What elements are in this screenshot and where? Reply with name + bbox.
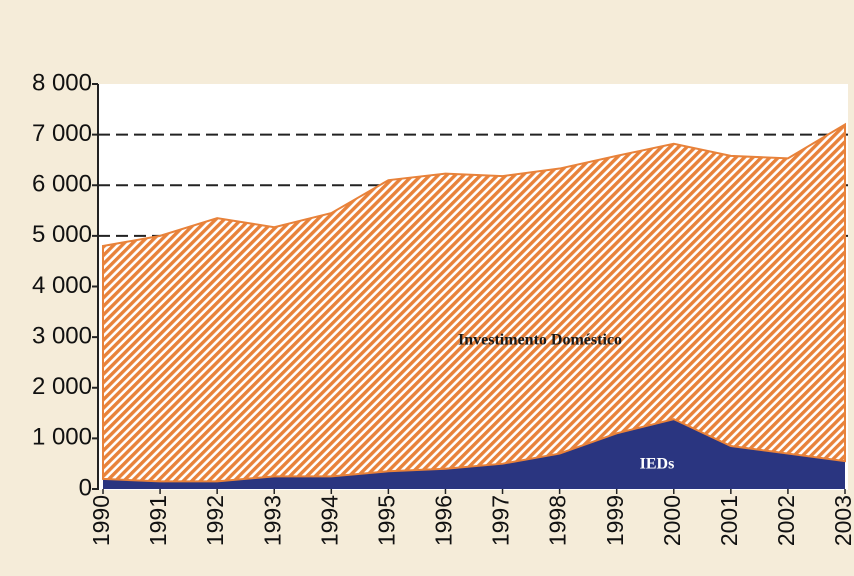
x-tick-label: 1992 — [202, 495, 228, 546]
x-tick-label: 2002 — [773, 495, 799, 546]
y-tick-label: 4 000 — [32, 272, 92, 299]
x-tick-label: 2000 — [659, 495, 685, 546]
x-tick-label: 1995 — [373, 495, 399, 546]
y-tick-label: 8 000 — [32, 69, 92, 96]
x-tick-label: 1997 — [488, 495, 514, 546]
area — [102, 122, 846, 483]
x-tick-label: 1999 — [602, 495, 628, 546]
y-tick-label: 2 000 — [32, 373, 92, 400]
x-tick-label: 1990 — [88, 495, 114, 546]
y-tick-label: 0 — [79, 474, 92, 501]
series-label: IEDs — [640, 456, 675, 473]
y-tick-label: 5 000 — [32, 221, 92, 248]
area — [103, 419, 845, 489]
x-tick-label: 2003 — [830, 495, 854, 546]
x-tick-label: 2001 — [716, 495, 742, 546]
y-tick-label: 7 000 — [32, 120, 92, 147]
x-tick-label: 1993 — [259, 495, 285, 546]
x-tick-label: 1998 — [545, 495, 571, 546]
y-tick-label: 1 000 — [32, 424, 92, 451]
series-label: Investimento Doméstico — [458, 332, 622, 349]
x-tick-label: 1996 — [431, 495, 457, 546]
x-tick-label: 1991 — [145, 495, 171, 546]
x-tick-label: 1994 — [316, 495, 342, 546]
y-tick-label: 3 000 — [32, 322, 92, 349]
y-tick-label: 6 000 — [32, 171, 92, 198]
